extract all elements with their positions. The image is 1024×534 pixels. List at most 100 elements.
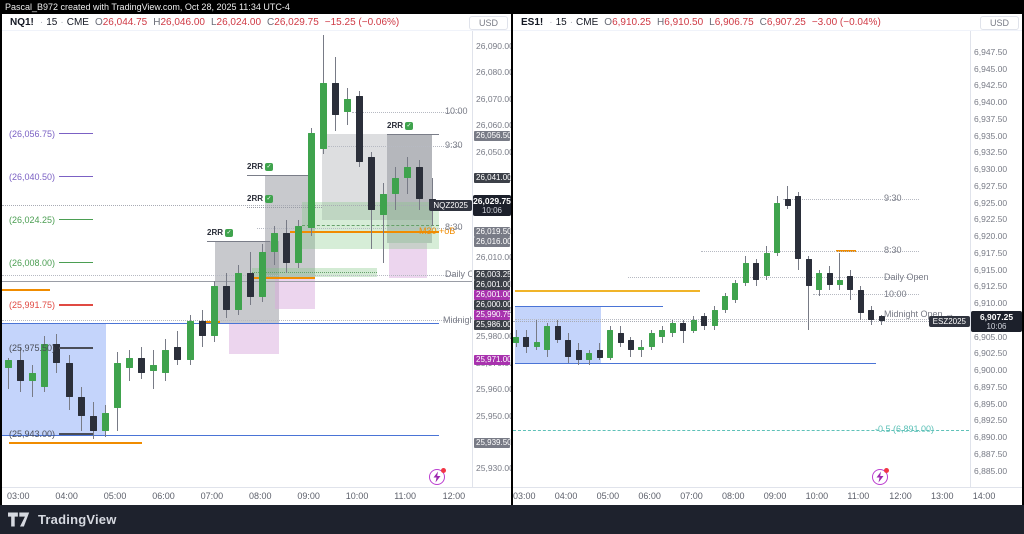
interval[interactable]: 15 [46,16,58,28]
check-icon: ✓ [265,162,274,171]
currency-button[interactable]: USD [979,16,1019,30]
candle [331,83,339,115]
time-tick: 05:00 [596,491,620,501]
price-tick: 6,935.00 [974,130,1008,141]
nq-time-axis[interactable]: 03:00 04:00 05:00 06:00 07:00 08:00 09:00 10:00… [2,487,511,505]
std-dev-level-line [59,218,93,221]
price-level-badge: 25,971.00 [474,355,511,365]
candle [186,320,194,361]
candle [210,286,218,337]
tradingview-logo-icon[interactable] [8,512,32,527]
candle [586,353,593,360]
symbol-name[interactable]: ES1! [521,16,544,28]
price-level-badge: 26,016.00 [474,237,511,247]
setup-box-stop [229,323,279,354]
candle-wick [383,183,385,263]
price-tick: 6,925.00 [974,197,1008,208]
time-tick: 10:00 [805,491,829,501]
price-tick: 6,942.50 [974,80,1008,91]
level-line [515,290,700,293]
level-line [2,274,462,276]
notification-dot [441,468,446,473]
time-tick: 07:00 [680,491,703,501]
price-tick: 6,912.50 [974,281,1008,292]
price-tick: 6,905.00 [974,331,1008,342]
candle [77,397,85,416]
lightning-bolt-icon[interactable] [872,468,889,485]
candle [138,357,146,374]
time-tick: 11:00 [394,491,417,501]
nq-chart-row: (26,056.75) (26,040.50) (26,024.25) (26,008… [2,31,511,487]
open-value: 26,044.75 [102,16,148,28]
current-price-value: 26,029.75 [473,196,511,207]
std-dev-level-label: (26,008.00) [8,257,55,268]
time-tick: 08:00 [249,491,272,501]
nq-chart-area[interactable]: (26,056.75) (26,040.50) (26,024.25) (26,008… [2,31,472,487]
candle [343,98,351,113]
currency-button[interactable]: USD [468,16,508,30]
open-label: O [94,16,103,28]
candle [711,309,718,327]
time-tick: 03:00 [513,491,536,501]
candle [784,199,791,206]
lightning-bolt-icon[interactable] [429,468,446,485]
symbol-name[interactable]: NQ1! [10,16,34,28]
price-tick: 26,070.00 [476,93,511,104]
candle [101,413,109,432]
candle-wick [808,256,810,330]
price-level-badge: 25,986.00 [474,320,511,330]
candle [722,296,728,310]
price-tick: 6,887.50 [974,448,1008,459]
es-price-axis[interactable]: 6,947.50 6,945.00 6,942.50 6,940.00 6,937.50… [970,31,1022,487]
time-tick: 05:00 [103,491,127,501]
time-tick: 09:00 [763,491,787,501]
es-time-axis[interactable]: 03:00 04:00 05:00 06:00 07:00 08:00 09:00 10:00… [513,487,1022,505]
time-tick: 07:00 [200,491,224,501]
es-chart-row: 9:30 8:30 Daily Open 10:00 Midnight Open → -0… [513,31,1022,487]
time-tick: 14:00 [972,491,996,501]
candle [392,178,400,194]
high-label: H [153,16,161,28]
price-level-badge: 26,056.50 [474,131,511,141]
price-tick: 25,980.00 [476,331,511,342]
current-price-badge: 26,029.75 10:06 [473,195,511,217]
contract-badge: ESZ2025 [928,316,970,328]
level-line [515,362,876,364]
candle [126,357,133,369]
current-price-value: 6,907.25 [979,312,1014,323]
separator: · [569,16,574,28]
session-label: Daily Open [445,269,472,280]
candle [596,349,603,359]
candle-wick [8,357,9,390]
std-dev-level-line [59,347,93,349]
level-line [2,320,462,322]
nq-price-axis[interactable]: 26,090.00 26,080.00 26,070.00 26,060.00 26,0… [472,31,511,487]
candle-wick [839,252,841,290]
std-dev-level-line [59,132,93,135]
level-line [2,323,439,325]
candle [565,339,572,357]
session-label: M30 +oB [419,226,456,237]
candle [732,282,739,300]
tradingview-logo-text[interactable]: TradingView [38,512,117,527]
change-value: −15.25 (−0.06%) [324,16,400,28]
interval[interactable]: 15 [555,16,567,28]
price-tick: 6,897.50 [974,381,1008,392]
candle [368,156,375,210]
candle [65,362,73,398]
candle [607,329,614,359]
candle-wick [787,185,789,210]
candle [41,344,49,387]
candle [380,193,388,215]
price-tick: 25,930.00 [476,463,511,474]
candle [174,347,182,361]
level-line [2,289,50,292]
candle [847,276,854,290]
candle [638,346,645,350]
price-tick: 6,927.50 [974,180,1008,191]
price-tick: 6,885.00 [974,465,1008,476]
level-line [254,277,315,280]
candle [271,233,279,252]
es-chart-area[interactable]: 9:30 8:30 Daily Open 10:00 Midnight Open → -0… [513,31,970,487]
price-level-badge: 26,001.00 [474,290,511,300]
